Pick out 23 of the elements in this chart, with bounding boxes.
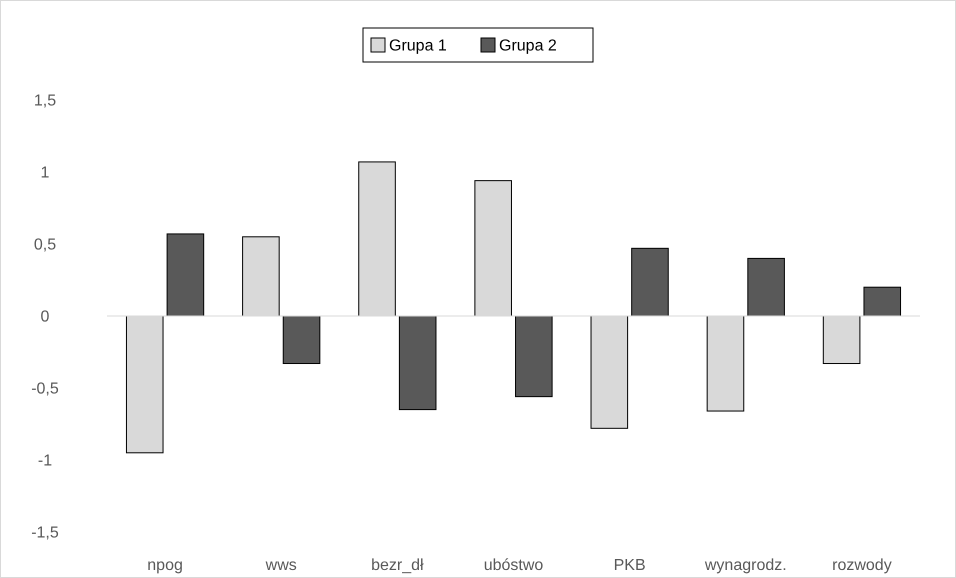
- y-tick-label: 0: [40, 308, 50, 326]
- x-tick-label: wws: [264, 557, 297, 574]
- y-tick-label: 1,5: [34, 92, 56, 110]
- y-tick-label: 1: [40, 164, 50, 182]
- legend-label: Grupa 1: [389, 38, 447, 55]
- y-tick-label: -1: [38, 452, 52, 470]
- x-tick-label: wynagrodz.: [704, 557, 787, 574]
- bar: [282, 316, 320, 364]
- bar: [398, 316, 436, 410]
- x-tick-label: npog: [147, 557, 183, 574]
- bar: [747, 258, 785, 316]
- x-tick-label: rozwody: [832, 557, 892, 574]
- y-tick-label: 0,5: [34, 236, 56, 254]
- x-tick-label: bezr_dł: [371, 557, 424, 574]
- bar: [515, 316, 553, 398]
- bar: [863, 286, 902, 316]
- y-tick-label: -1,5: [31, 524, 59, 542]
- bar: [631, 248, 669, 316]
- x-tick-label: ubóstwo: [484, 557, 544, 574]
- legend-label: Grupa 2: [499, 38, 557, 55]
- x-tick-label: PKB: [614, 557, 646, 574]
- bar: [166, 233, 204, 316]
- y-tick-label: -0,5: [31, 380, 59, 398]
